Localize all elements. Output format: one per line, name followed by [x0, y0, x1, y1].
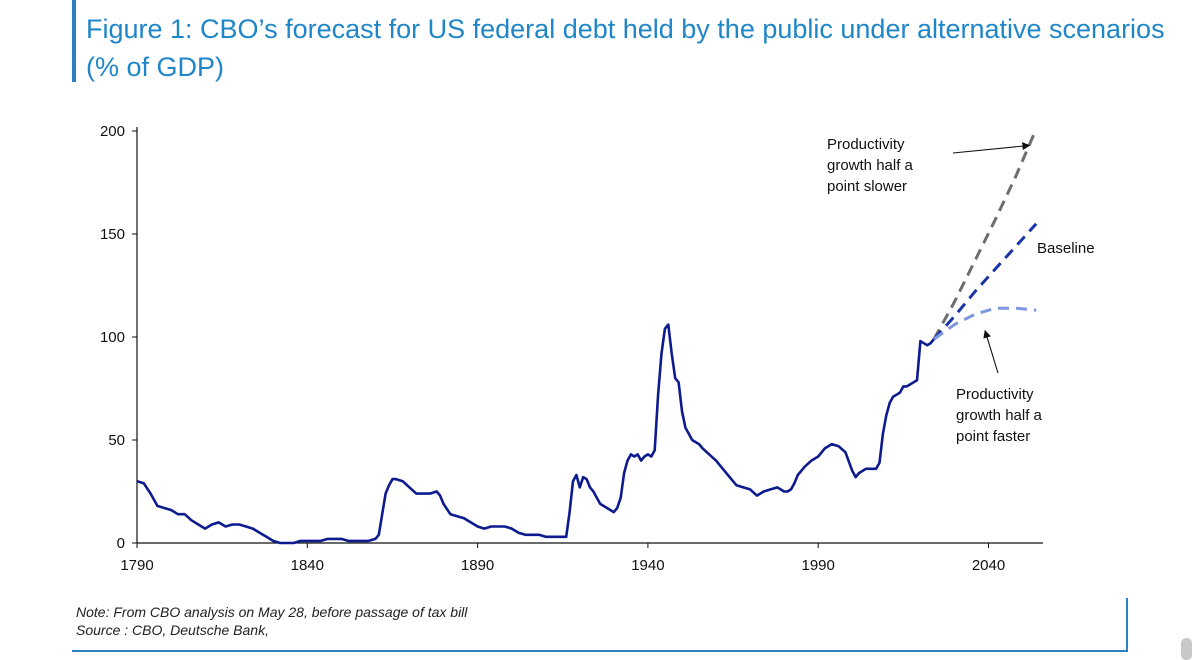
y-tick-label: 0 [117, 535, 125, 552]
series-line-slower [932, 128, 1038, 340]
figure-title: Figure 1: CBO’s forecast for US federal … [86, 14, 1165, 82]
y-tick-label: 100 [100, 329, 125, 346]
series-line-faster [933, 306, 1037, 341]
x-tick-label: 1940 [631, 557, 664, 574]
axes: 0 50 100 150 200 1790 1840 1890 1940 1990 2040 [100, 123, 1043, 574]
annotation-faster-arrow [983, 329, 999, 374]
y-tick-label: 200 [100, 123, 125, 140]
annotation-slower-line: point slower [827, 178, 907, 195]
scrollbar-handle[interactable] [1181, 638, 1192, 660]
x-tick-label: 1790 [120, 557, 153, 574]
annotation-baseline-line: Baseline [1037, 240, 1095, 257]
annotations: Productivity growth half a point slower Bas… [827, 136, 1095, 445]
annotation-faster-line: growth half a [956, 407, 1043, 424]
footer-accent-bar [1126, 598, 1128, 652]
x-tick-label: 1990 [802, 557, 835, 574]
series-line-baseline [932, 222, 1038, 341]
annotation-slower-arrow [952, 142, 1031, 154]
annotation-faster-line: Productivity [956, 386, 1034, 403]
source-text: Source : CBO, Deutsche Bank, [76, 622, 269, 638]
annotation-faster-line: point faster [956, 428, 1030, 445]
series-lines [136, 128, 1038, 545]
x-tick-label: 2040 [972, 557, 1005, 574]
chart-footnotes: Note: From CBO analysis on May 28, befor… [76, 603, 467, 639]
title-accent-bar [72, 0, 76, 82]
footer-rule [72, 650, 1128, 652]
debt-chart: 0 50 100 150 200 1790 1840 1890 1940 1990 2040 Pro… [100, 123, 1095, 574]
series-line-historical [136, 323, 936, 545]
note-text: Note: From CBO analysis on May 28, befor… [76, 604, 468, 620]
y-tick-label: 150 [100, 226, 125, 243]
x-tick-label: 1890 [461, 557, 494, 574]
y-tick-label: 50 [108, 432, 125, 449]
x-tick-label: 1840 [291, 557, 324, 574]
annotation-slower-line: Productivity [827, 136, 905, 153]
annotation-slower-line: growth half a [827, 157, 914, 174]
